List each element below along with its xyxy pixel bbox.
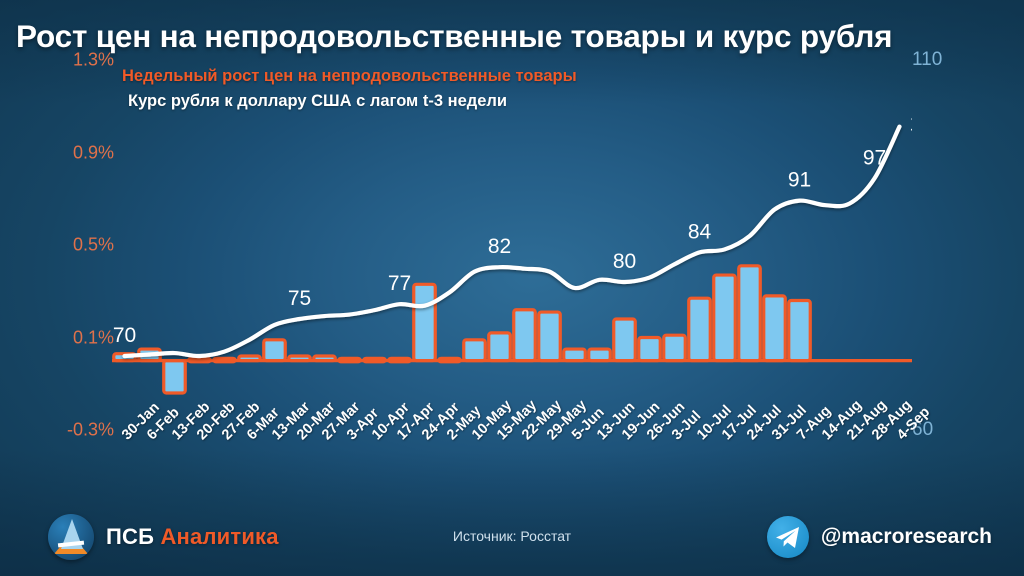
line-label-75: 75 (288, 287, 311, 310)
bar-7-Aug (787, 298, 812, 363)
bar-5-Jun (562, 347, 587, 363)
bar-26-Jun (637, 335, 662, 363)
psb-logo-icon (48, 514, 94, 560)
y-axis-right: 60 110 (912, 0, 1012, 576)
bar-29-May (537, 310, 562, 363)
y-left-tick: 0.5% (72, 234, 114, 255)
y-right-tick: 60 (912, 419, 934, 440)
bar-10-Jul (687, 296, 712, 363)
line-label-80: 80 (613, 250, 636, 273)
line-label-70: 70 (113, 324, 136, 347)
plot-area: 70 75 77 82 80 84 91 97 101 (112, 60, 912, 430)
y-left-tick: 0.1% (72, 327, 114, 347)
telegram-handle: @macroresearch (820, 525, 992, 548)
y-left-tick: 0.9% (72, 142, 114, 162)
bar-17-Jul (712, 273, 737, 363)
bar-13-Feb (162, 359, 187, 395)
bar-13-Mar (262, 338, 287, 363)
telegram-link[interactable]: @macroresearch (766, 516, 992, 558)
y-left-tick: 1.3% (72, 49, 114, 70)
y-axis-left: -0.3% 0.1% 0.5% 0.9% 1.3% (18, 0, 114, 576)
line-label-77: 77 (388, 272, 411, 295)
source-note: Источник: Росстат (452, 528, 572, 544)
bar-31-Jul (762, 294, 787, 363)
page-title: Рост цен на непродовольственные товары и… (16, 18, 893, 54)
bar-10-May (462, 338, 487, 363)
brand-name: ПСБ Аналитика (106, 524, 279, 550)
bar-22-May (512, 308, 537, 363)
legend-item-line: Курс рубля к доллару США с лагом t-3 нед… (128, 92, 508, 110)
bar-13-Jun (587, 347, 612, 363)
brand-name-prefix: ПСБ (106, 524, 161, 549)
brand-logo: ПСБ Аналитика (48, 514, 279, 560)
telegram-icon (766, 516, 809, 558)
rate-line (122, 124, 902, 359)
line-label-82: 82 (488, 235, 511, 258)
chart-svg: 70 75 77 82 80 84 91 97 101 (112, 113, 913, 395)
brand-name-suffix: Аналитика (160, 524, 279, 549)
y-left-tick: -0.3% (66, 419, 114, 440)
line-label-84: 84 (688, 220, 712, 243)
line-label-97: 97 (863, 146, 886, 169)
bar-15-May (487, 331, 512, 363)
legend-item-bars: Недельный рост цен на непродовольственны… (122, 67, 577, 85)
bar-24-Apr (412, 282, 437, 363)
bar-3-Jul (662, 333, 687, 363)
chart-legend: Недельный рост цен на непродовольственны… (122, 64, 577, 114)
line-label-101: 101 (910, 113, 913, 136)
line-label-91: 91 (788, 169, 811, 192)
y-right-tick: 110 (912, 49, 943, 70)
bar-19-Jun (612, 317, 637, 363)
footer: ПСБ Аналитика Источник: Росстат @macrore… (0, 504, 1024, 576)
bar-24-Jul (737, 264, 762, 363)
